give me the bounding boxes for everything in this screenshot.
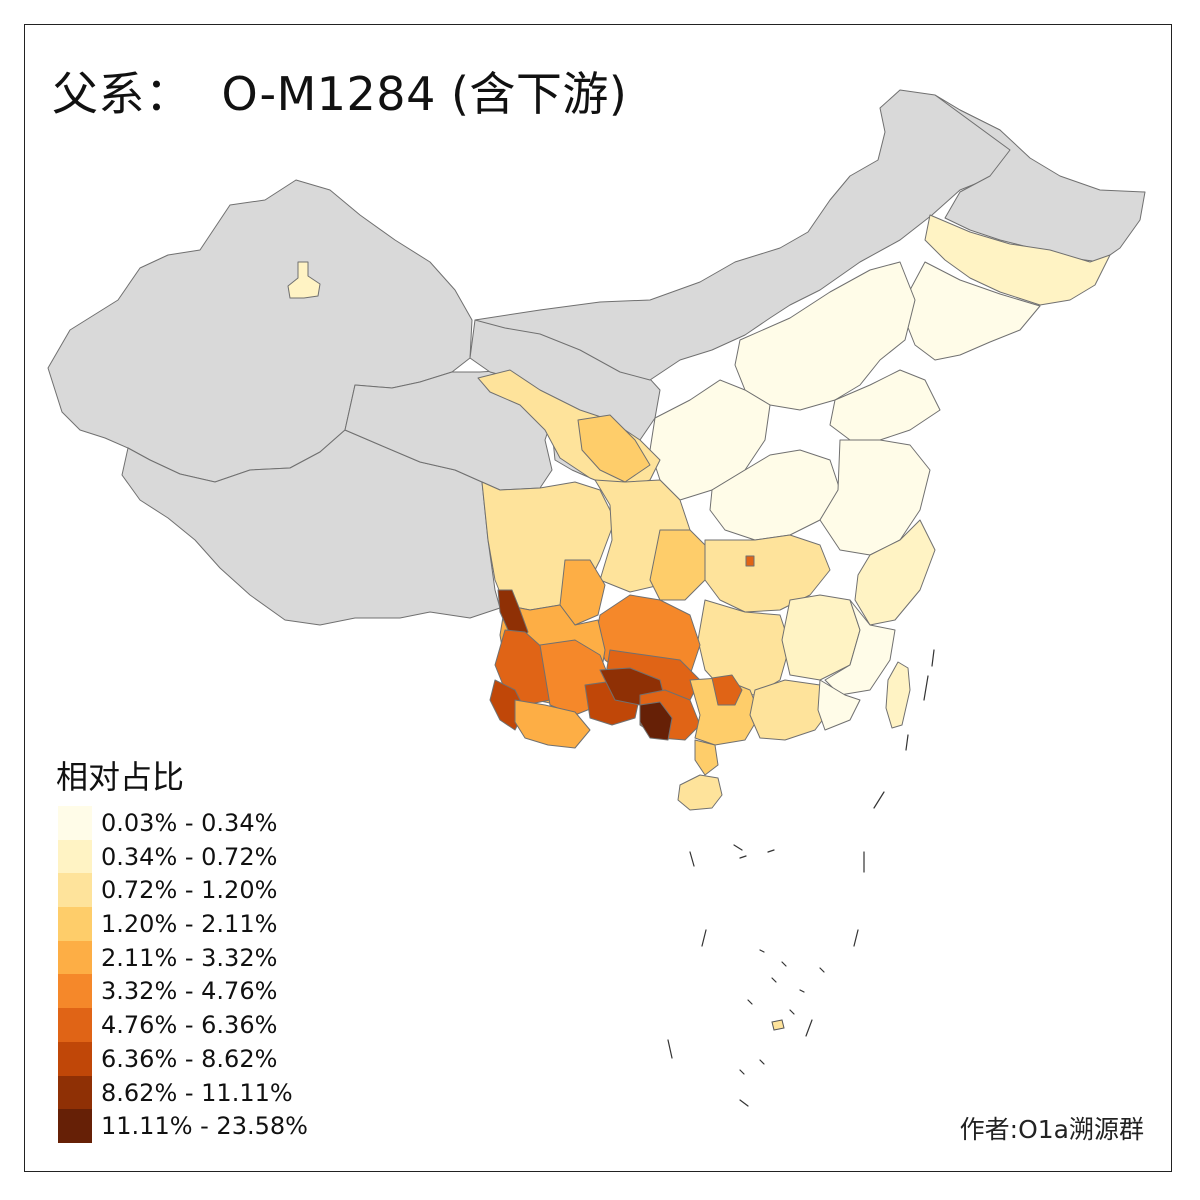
region-shandong <box>829 369 941 441</box>
region-guangdong-east <box>817 679 861 731</box>
legend-swatch <box>58 1041 92 1076</box>
region-ningxia-shaanxi <box>649 379 771 501</box>
legend-swatch <box>58 806 92 840</box>
region-fujian <box>824 599 896 696</box>
legend-swatch <box>58 873 92 908</box>
legend-label: 11.11% - 23.58% <box>101 1112 308 1141</box>
legend-title: 相对占比 <box>56 758 185 796</box>
region-guangdong-west <box>749 679 831 741</box>
region-hubei-hotspot <box>745 555 755 567</box>
island-sampled <box>771 1019 785 1031</box>
region-shanghai-zhejiang <box>854 519 936 626</box>
legend-label: 1.20% - 2.11% <box>101 910 278 939</box>
region-jilin <box>924 214 1111 306</box>
legend-swatch <box>58 1109 92 1143</box>
legend-label: 6.36% - 8.62% <box>101 1044 278 1073</box>
region-hubei <box>704 534 831 613</box>
map-frame <box>24 24 1172 1172</box>
region-taiwan <box>885 661 911 729</box>
map-title: 父系： O-M1284 (含下游) <box>52 58 627 124</box>
region-longnan <box>577 414 651 483</box>
title-haplogroup: O-M1284 (含下游) <box>221 67 628 121</box>
legend-swatch <box>58 1075 92 1110</box>
legend-label: 2.11% - 3.32% <box>101 943 278 972</box>
region-tibet <box>121 429 501 626</box>
region-qinghai <box>344 369 556 491</box>
legend-label: 0.72% - 1.20% <box>101 876 278 905</box>
legend-label: 0.34% - 0.72% <box>101 842 278 871</box>
legend-label: 3.32% - 4.76% <box>101 977 278 1006</box>
legend-label: 4.76% - 6.36% <box>101 1011 278 1040</box>
legend-swatch <box>58 974 92 1009</box>
legend-label: 8.62% - 11.11% <box>101 1078 293 1107</box>
author-credit: 作者:O1a溯源群 <box>959 1115 1144 1144</box>
region-yunnan-south <box>514 699 591 749</box>
title-prefix: 父系： <box>52 67 192 121</box>
region-chongqing <box>649 529 711 601</box>
legend-swatch <box>58 940 92 975</box>
legend-swatch <box>58 839 92 874</box>
region-hainan <box>677 774 723 811</box>
region-leizhou <box>694 739 719 776</box>
south-china-sea-islands <box>667 649 935 1107</box>
legend-swatch <box>58 1008 92 1042</box>
region-xinjiang-sampled <box>287 261 321 299</box>
region-baise <box>639 701 673 741</box>
legend-swatch <box>58 907 92 941</box>
region-yulin <box>711 674 743 706</box>
legend-label: 0.03% - 0.34% <box>101 809 278 837</box>
